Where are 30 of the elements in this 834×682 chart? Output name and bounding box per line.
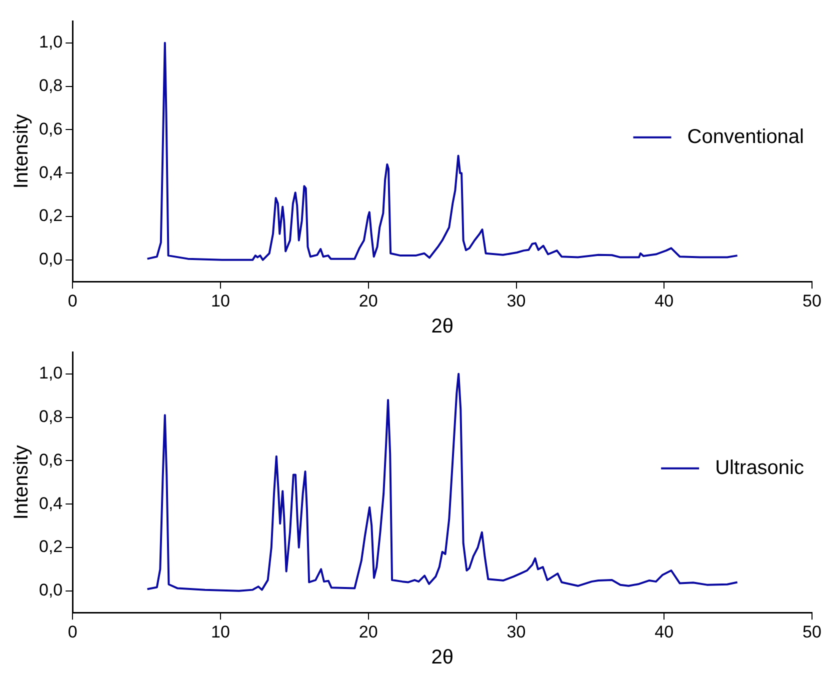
y-tick-label: 1,0 xyxy=(38,32,63,52)
y-tick-label: 0,8 xyxy=(38,76,63,95)
y-tick-label: 0,0 xyxy=(38,580,63,600)
x-tick-label: 0 xyxy=(68,291,78,310)
x-axis-title: 2θ xyxy=(431,646,454,669)
y-tick-label: 1,0 xyxy=(38,364,63,383)
y-tick-label: 0,6 xyxy=(38,450,63,470)
y-tick-label: 0,4 xyxy=(38,494,63,513)
x-tick-label: 10 xyxy=(211,622,230,642)
y-axis-title: Intensity xyxy=(10,114,33,189)
x-tick-label: 50 xyxy=(802,622,822,642)
y-tick-label: 0,0 xyxy=(38,250,63,269)
x-tick-label: 20 xyxy=(358,291,378,310)
x-tick-label: 20 xyxy=(358,622,378,642)
y-tick-label: 0,8 xyxy=(38,406,63,426)
y-tick-label: 0,6 xyxy=(38,119,63,138)
x-tick-label: 40 xyxy=(654,291,674,310)
x-tick-label: 40 xyxy=(654,622,674,642)
x-axis-title: 2θ xyxy=(431,316,454,338)
x-tick-label: 30 xyxy=(506,622,526,642)
x-tick-label: 50 xyxy=(802,291,822,310)
legend-label: Ultrasonic xyxy=(715,456,804,479)
y-tick-label: 0,2 xyxy=(38,206,63,226)
x-tick-label: 0 xyxy=(68,622,78,642)
y-tick-label: 0,2 xyxy=(38,537,63,556)
x-tick-label: 10 xyxy=(211,291,230,310)
legend-label: Conventional xyxy=(687,126,804,148)
x-tick-label: 30 xyxy=(506,291,526,310)
y-tick-label: 0,4 xyxy=(38,162,63,182)
y-axis-title: Intensity xyxy=(10,445,33,520)
